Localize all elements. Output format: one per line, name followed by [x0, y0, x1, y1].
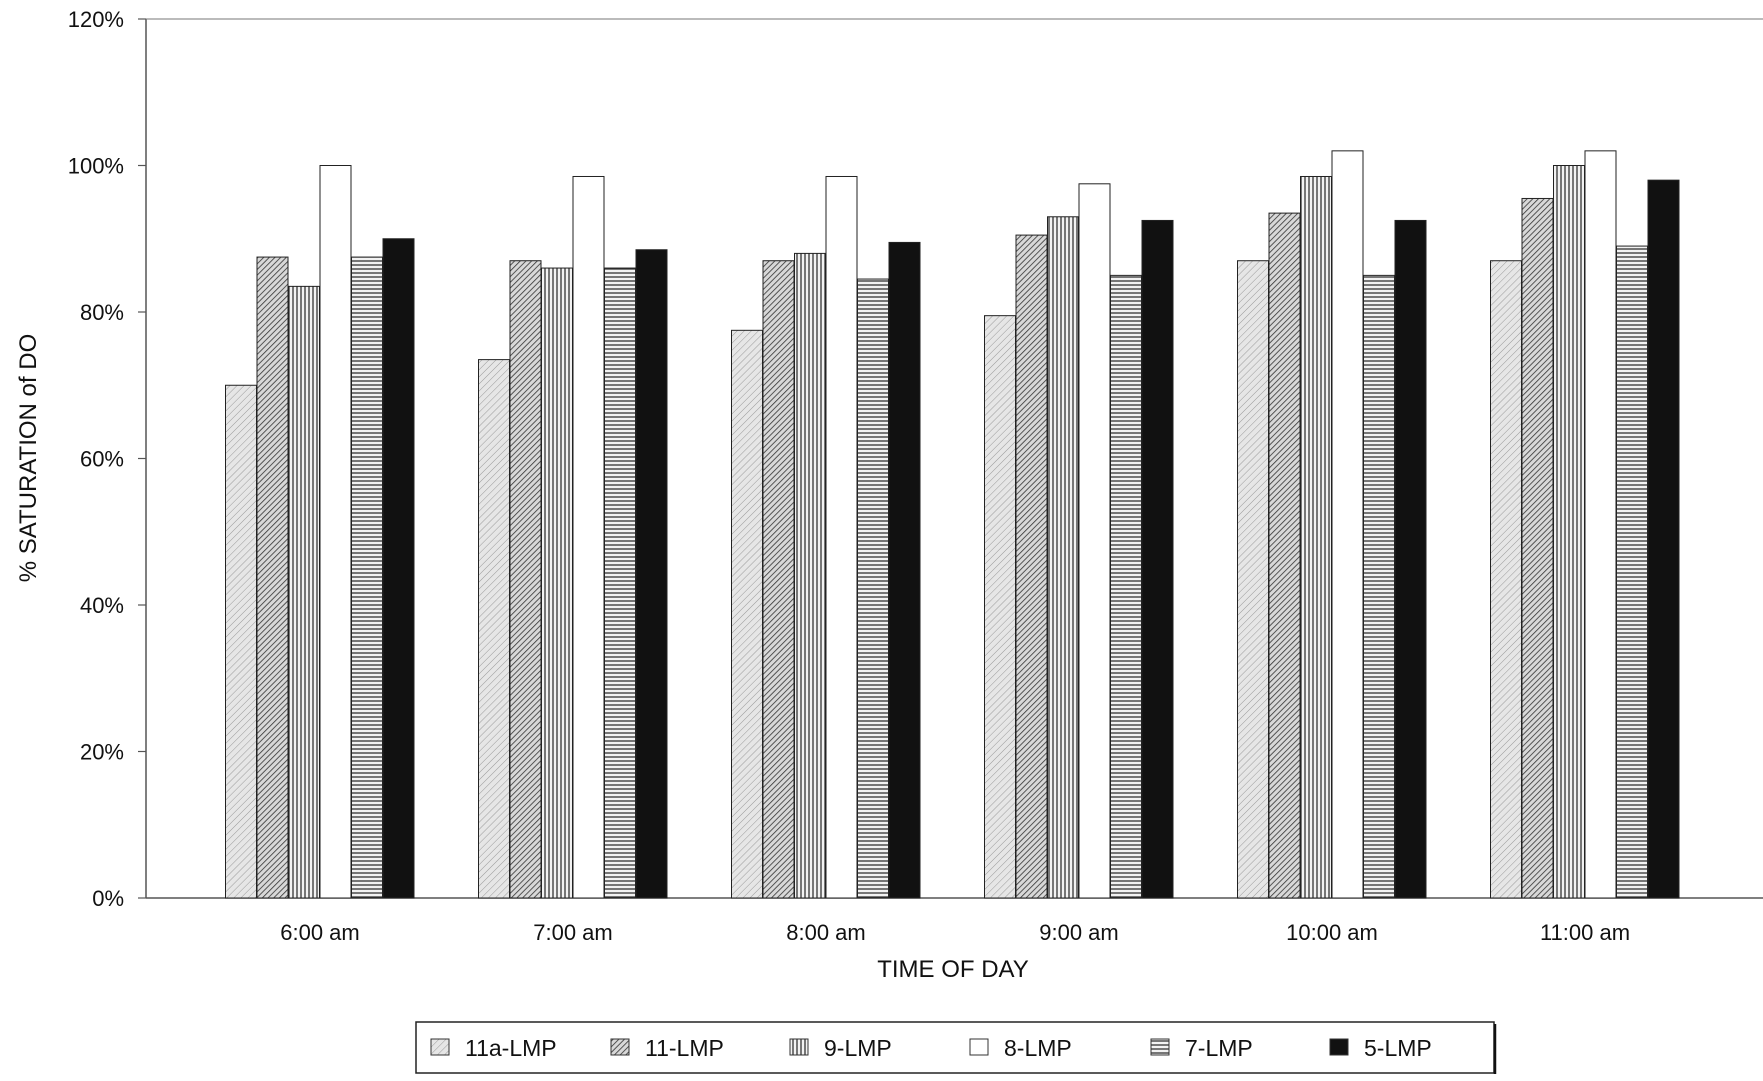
bar-8-LMP-1100am: [1584, 150, 1617, 899]
x-tick-label: 11:00 am: [1540, 920, 1630, 945]
x-tick-label: 10:00 am: [1286, 920, 1378, 945]
bar-11a-LMP-600am: [225, 384, 257, 899]
bar-5-LMP-700am: [635, 249, 668, 899]
x-axis-label: TIME OF DAY: [877, 956, 1029, 983]
bar-9-LMP-1000am: [1300, 175, 1332, 899]
bar-11-LMP-1000am: [1268, 212, 1301, 899]
y-tick-label: 0%: [92, 886, 124, 911]
bar-11-LMP-700am: [509, 260, 542, 899]
legend-label: 7-LMP: [1185, 1035, 1253, 1061]
x-axis-tick-labels: 6:00 am 7:00 am 8:00 am 9:00 am 10:00 am 11:0…: [280, 920, 1630, 945]
y-axis-ticks: 0% 20% 40% 60% 80% 100% 120%: [68, 7, 146, 911]
bar-11a-LMP-700am: [478, 359, 510, 899]
legend-swatch-5-LMP: [1329, 1038, 1349, 1056]
x-tick-label: 7:00 am: [533, 920, 613, 945]
legend-label: 8-LMP: [1004, 1035, 1072, 1061]
bar-7-LMP-600am: [351, 256, 383, 899]
y-tick-label: 40%: [80, 593, 124, 618]
bar-5-LMP-800am: [888, 241, 921, 899]
bar-11a-LMP-1100am: [1490, 260, 1522, 899]
bar-9-LMP-700am: [541, 267, 573, 899]
y-tick-label: 120%: [68, 7, 124, 32]
y-tick-label: 100%: [68, 154, 124, 179]
bar-11a-LMP-800am: [731, 329, 763, 899]
bar-7-LMP-1100am: [1616, 245, 1648, 899]
legend-swatch-7-LMP: [1150, 1038, 1170, 1056]
x-tick-label: 9:00 am: [1039, 920, 1119, 945]
bar-5-LMP-600am: [382, 238, 415, 899]
y-axis-label: % SATURATION of DO: [15, 334, 42, 582]
bar-9-LMP-1100am: [1553, 165, 1585, 899]
bar-11-LMP-800am: [762, 260, 795, 899]
legend-swatch-11-LMP: [610, 1038, 630, 1056]
bar-8-LMP-900am: [1078, 183, 1111, 899]
bar-8-LMP-600am: [319, 165, 352, 899]
y-tick-label: 80%: [80, 300, 124, 325]
legend-swatch-8-LMP: [969, 1038, 989, 1056]
legend-label: 5-LMP: [1364, 1035, 1432, 1061]
bar-11-LMP-600am: [256, 256, 289, 899]
bar-5-LMP-1000am: [1394, 219, 1427, 899]
bars: [225, 150, 1680, 899]
x-tick-label: 8:00 am: [786, 920, 866, 945]
legend: 11a-LMP 11-LMP 9-LMP 8-LMP 7-LMP 5-LMP: [415, 1021, 1497, 1074]
bar-9-LMP-900am: [1047, 216, 1079, 899]
bar-5-LMP-900am: [1141, 219, 1174, 899]
legend-label: 11-LMP: [645, 1035, 724, 1061]
legend-swatch-9-LMP: [789, 1038, 809, 1056]
bar-7-LMP-900am: [1110, 274, 1142, 899]
bar-7-LMP-700am: [604, 267, 636, 899]
bar-11-LMP-900am: [1015, 234, 1048, 899]
y-tick-label: 60%: [80, 447, 124, 472]
bar-8-LMP-800am: [825, 175, 858, 899]
bar-9-LMP-800am: [794, 252, 826, 899]
x-tick-label: 6:00 am: [280, 920, 360, 945]
bar-11a-LMP-1000am: [1237, 260, 1269, 899]
bar-8-LMP-700am: [572, 175, 605, 899]
bar-7-LMP-800am: [857, 278, 889, 899]
legend-label: 11a-LMP: [465, 1035, 557, 1061]
bar-11a-LMP-900am: [984, 315, 1016, 899]
legend-swatch-11a-LMP: [430, 1038, 450, 1056]
bar-8-LMP-1000am: [1331, 150, 1364, 899]
bar-9-LMP-600am: [288, 285, 320, 899]
bar-7-LMP-1000am: [1363, 274, 1395, 899]
legend-label: 9-LMP: [824, 1035, 892, 1061]
bar-5-LMP-1100am: [1647, 179, 1680, 899]
y-tick-label: 20%: [80, 740, 124, 765]
bar-11-LMP-1100am: [1521, 197, 1554, 899]
